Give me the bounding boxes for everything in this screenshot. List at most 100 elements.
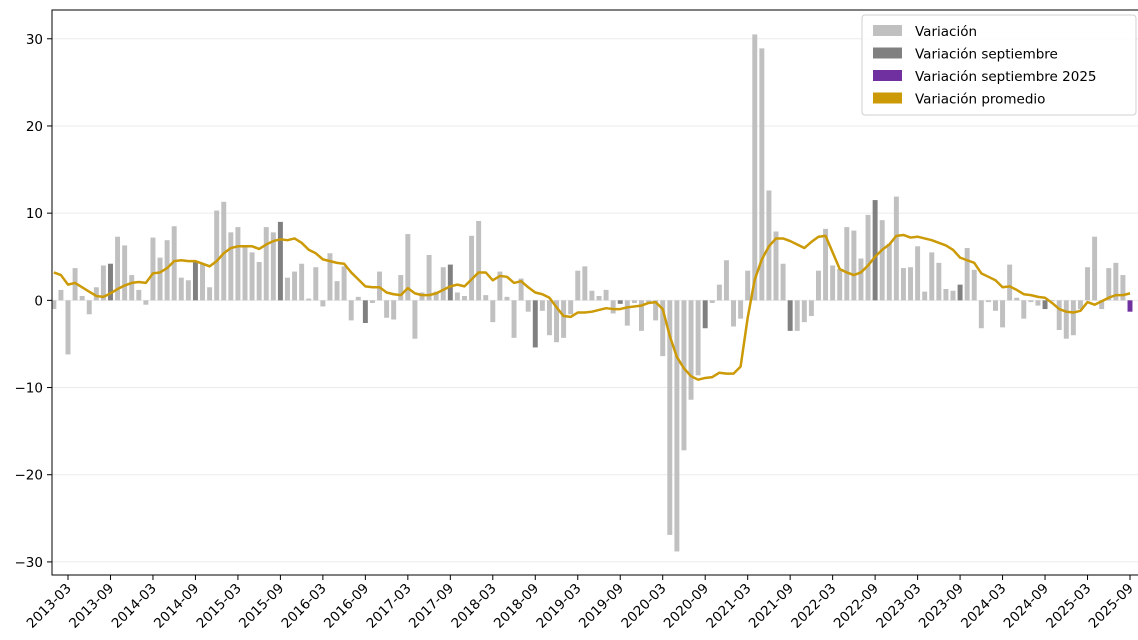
bar <box>844 227 850 301</box>
bar <box>86 300 92 315</box>
bar <box>100 265 106 301</box>
y-tick-label: −10 <box>15 381 44 397</box>
bar <box>957 284 963 301</box>
bar <box>79 295 85 301</box>
bar <box>292 271 298 301</box>
bar <box>603 289 609 301</box>
bar <box>695 300 701 376</box>
bar <box>993 300 998 311</box>
y-tick-label: 0 <box>34 293 43 309</box>
x-tick-label: 2021-03 <box>703 581 754 632</box>
bar <box>171 226 177 301</box>
x-tick-label: 2025-09 <box>1086 581 1137 632</box>
x-tick-label: 2017-03 <box>363 581 414 632</box>
bar <box>624 300 630 326</box>
bar <box>709 300 715 303</box>
bar <box>341 266 347 301</box>
bar <box>313 267 319 301</box>
bar <box>688 300 694 400</box>
bar <box>610 300 616 314</box>
bar <box>405 234 411 301</box>
bar <box>299 263 305 301</box>
bar <box>440 267 446 301</box>
bar <box>398 275 404 301</box>
legend-box <box>861 14 1137 116</box>
bar <box>1092 236 1098 301</box>
bar <box>129 275 135 301</box>
bar <box>950 290 956 301</box>
legend-swatch <box>873 92 902 104</box>
bar <box>1014 297 1020 301</box>
bar <box>596 295 602 301</box>
bar <box>490 300 496 323</box>
bar <box>745 270 751 301</box>
bar <box>639 300 644 331</box>
bar <box>285 277 290 301</box>
bar <box>334 281 340 301</box>
bar <box>816 270 821 301</box>
x-tick-label: 2023-03 <box>873 581 924 632</box>
legend-label: Variación septiembre <box>915 47 1058 63</box>
bar <box>164 240 170 301</box>
bar <box>277 221 283 301</box>
bar <box>235 227 241 301</box>
x-tick-label: 2015-09 <box>236 581 287 632</box>
bar <box>900 268 906 301</box>
bar <box>497 271 503 301</box>
bar <box>263 227 269 301</box>
y-tick-label: 10 <box>26 206 43 222</box>
bar <box>136 289 142 301</box>
bar <box>1077 300 1083 310</box>
x-tick-label: 2015-03 <box>194 581 245 632</box>
bar <box>752 34 758 301</box>
bar <box>518 278 524 301</box>
bar <box>674 300 680 552</box>
bar <box>355 296 361 301</box>
bar <box>249 252 255 301</box>
bar <box>617 300 623 304</box>
legend: Variación Variación septiembre Variación s… <box>861 14 1137 116</box>
bar <box>469 235 475 301</box>
bar <box>384 300 390 318</box>
bar <box>943 289 949 301</box>
bar <box>908 267 913 301</box>
bar <box>377 271 382 301</box>
bar <box>1000 300 1006 328</box>
bar <box>922 291 928 301</box>
bar <box>886 243 892 301</box>
x-tick-label: 2024-03 <box>958 581 1009 632</box>
bar <box>93 287 99 301</box>
bar <box>1007 264 1013 301</box>
bar <box>256 261 262 301</box>
x-tick-label: 2020-03 <box>618 581 669 632</box>
bar <box>192 261 198 301</box>
bar <box>214 210 220 301</box>
bar <box>978 300 984 329</box>
bar <box>653 300 659 321</box>
bar <box>327 253 333 301</box>
bar <box>646 300 652 303</box>
bar <box>369 300 375 303</box>
bar <box>200 263 205 301</box>
bar <box>454 292 460 301</box>
bar <box>1056 300 1062 330</box>
bar <box>1063 300 1069 339</box>
bar <box>242 247 248 301</box>
y-tick-label: −20 <box>15 468 44 484</box>
bar <box>228 232 234 301</box>
bar <box>52 300 57 310</box>
x-tick-label: 2016-09 <box>321 581 372 632</box>
bar <box>631 300 637 303</box>
bar <box>185 280 191 301</box>
x-tick-label: 2014-03 <box>109 581 160 632</box>
bar <box>391 300 397 320</box>
plot-frame <box>51 9 1138 576</box>
x-tick-label: 2013-09 <box>66 581 117 632</box>
line <box>53 233 1131 381</box>
bar <box>426 255 432 301</box>
bar <box>893 196 899 301</box>
bar <box>58 289 64 301</box>
bar <box>582 266 588 301</box>
x-tick-label: 2016-03 <box>279 581 330 632</box>
